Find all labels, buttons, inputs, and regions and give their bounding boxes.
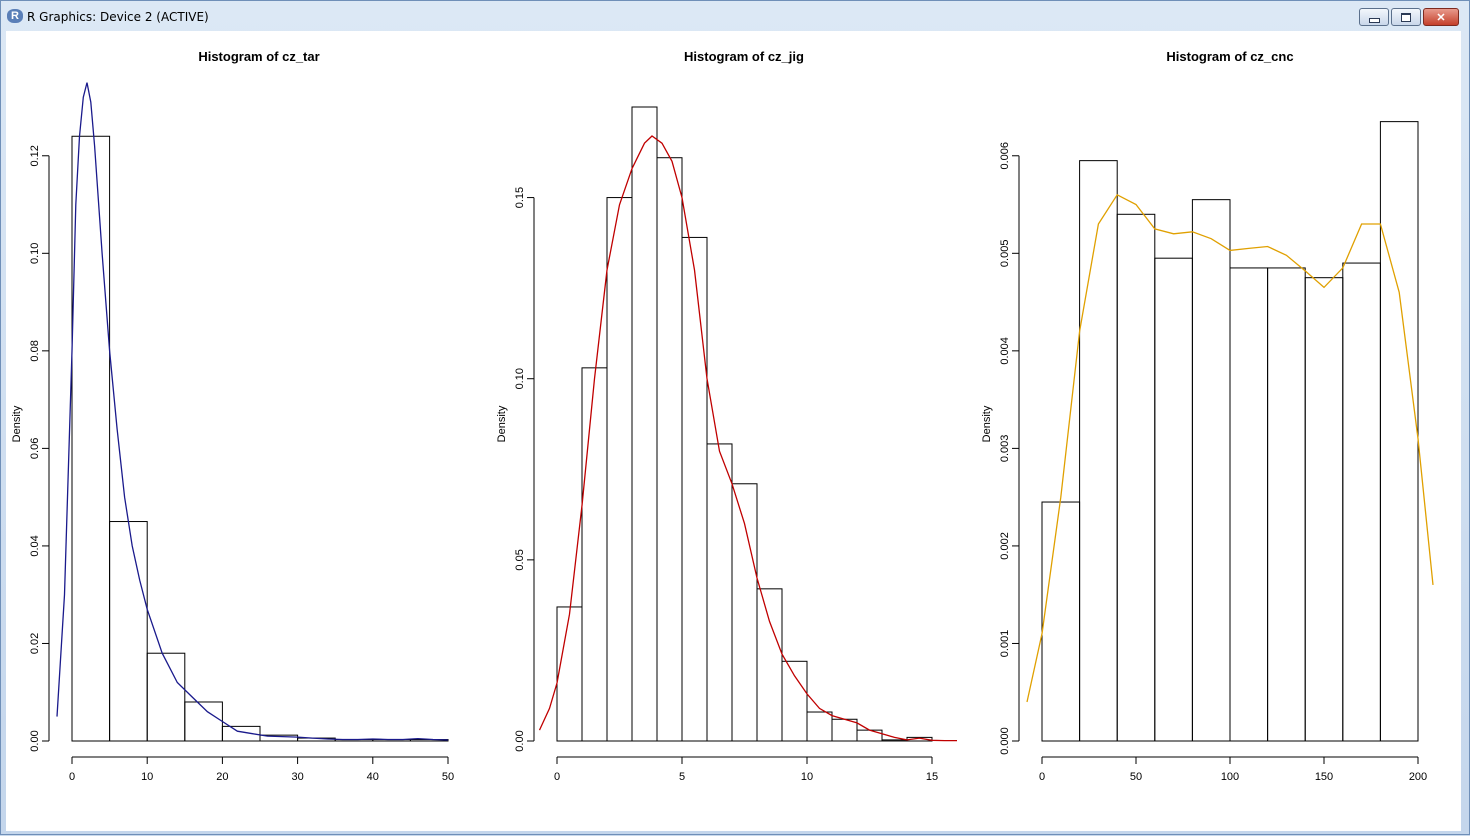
histogram-bar xyxy=(109,521,148,742)
density-curve xyxy=(538,135,957,742)
histogram-bar xyxy=(146,652,186,742)
chart-title: Histogram of cz_tar xyxy=(198,49,319,64)
x-tick-label: 40 xyxy=(367,771,379,783)
y-axis-label: Density xyxy=(981,405,993,442)
x-tick-label: 50 xyxy=(1130,771,1142,783)
x-tick-label: 15 xyxy=(926,771,938,783)
x-tick-label: 150 xyxy=(1315,771,1333,783)
maximize-button[interactable] xyxy=(1391,8,1421,26)
y-axis-label: Density xyxy=(496,405,508,442)
y-tick-label: 0.002 xyxy=(999,532,1011,560)
y-tick-label: 0.05 xyxy=(514,549,526,570)
histogram-bar xyxy=(1304,277,1344,742)
y-tick-label: 0.00 xyxy=(514,730,526,751)
histogram-bar xyxy=(756,588,783,742)
y-tick-label: 0.005 xyxy=(999,240,1011,268)
chart-title: Histogram of cz_jig xyxy=(684,49,804,64)
histogram-bar xyxy=(1379,121,1419,742)
histogram-bar xyxy=(706,443,733,742)
histogram-bar xyxy=(1342,262,1381,742)
x-tick-label: 10 xyxy=(801,771,813,783)
title-bar[interactable]: R R Graphics: Device 2 (ACTIVE) ✕ xyxy=(1,1,1469,31)
histogram-bar xyxy=(906,736,933,742)
histogram-bar xyxy=(556,606,583,742)
y-tick-label: 0.000 xyxy=(999,727,1011,755)
y-tick-label: 0.04 xyxy=(29,535,41,556)
x-tick-label: 5 xyxy=(679,771,685,783)
y-tick-label: 0.003 xyxy=(999,435,1011,463)
y-tick-label: 0.12 xyxy=(29,145,41,166)
x-tick-label: 50 xyxy=(442,771,454,783)
y-tick-label: 0.00 xyxy=(29,730,41,751)
y-tick-label: 0.10 xyxy=(29,243,41,264)
density-curve xyxy=(56,82,449,741)
histogram-bar xyxy=(806,711,833,742)
x-tick-label: 30 xyxy=(291,771,303,783)
histogram-bar xyxy=(1229,267,1269,742)
minimize-icon xyxy=(1368,17,1380,23)
density-curve xyxy=(1026,193,1434,703)
plot-area: Histogram of cz_tar Density 0 10 20 30 40 50 0.0… xyxy=(6,31,1461,831)
histogram-bar xyxy=(1079,160,1118,742)
chart-title: Histogram of cz_cnc xyxy=(1166,49,1293,64)
histogram-bar xyxy=(781,660,808,742)
histogram-bar xyxy=(1041,501,1081,742)
histogram-bar xyxy=(631,106,658,742)
histogram-bar xyxy=(1116,213,1156,742)
x-tick-label: 0 xyxy=(554,771,560,783)
maximize-icon xyxy=(1401,12,1411,22)
y-tick-label: 0.10 xyxy=(514,368,526,389)
x-tick-label: 200 xyxy=(1409,771,1427,783)
y-tick-label: 0.15 xyxy=(514,187,526,208)
x-tick-label: 10 xyxy=(141,771,153,783)
x-tick-label: 100 xyxy=(1221,771,1239,783)
y-axis-label: Density xyxy=(11,405,23,442)
y-tick-label: 0.02 xyxy=(29,633,41,654)
close-button[interactable]: ✕ xyxy=(1423,8,1459,26)
minimize-button[interactable] xyxy=(1359,8,1389,26)
y-tick-label: 0.006 xyxy=(999,142,1011,170)
x-tick-label: 20 xyxy=(216,771,228,783)
histogram-bar xyxy=(881,739,908,742)
y-tick-label: 0.06 xyxy=(29,438,41,459)
histogram-bar xyxy=(831,718,858,742)
histogram-bar xyxy=(1154,257,1193,742)
x-tick-label: 0 xyxy=(1039,771,1045,783)
histogram-bar xyxy=(581,367,608,742)
window-title: R Graphics: Device 2 (ACTIVE) xyxy=(27,10,209,24)
histogram-bar xyxy=(71,135,111,742)
histogram-bar xyxy=(681,236,708,742)
y-tick-label: 0.08 xyxy=(29,340,41,361)
histogram-bar xyxy=(1267,267,1306,742)
histogram-bar xyxy=(221,725,261,742)
close-icon: ✕ xyxy=(1436,11,1446,24)
y-tick-label: 0.001 xyxy=(999,630,1011,658)
histogram-bar xyxy=(856,729,883,742)
histogram-bar xyxy=(606,197,633,742)
r-logo-icon: R xyxy=(7,9,23,23)
x-tick-label: 0 xyxy=(69,771,75,783)
histogram-bar xyxy=(656,157,683,742)
y-tick-label: 0.004 xyxy=(999,337,1011,365)
histogram-bar xyxy=(1191,199,1231,742)
